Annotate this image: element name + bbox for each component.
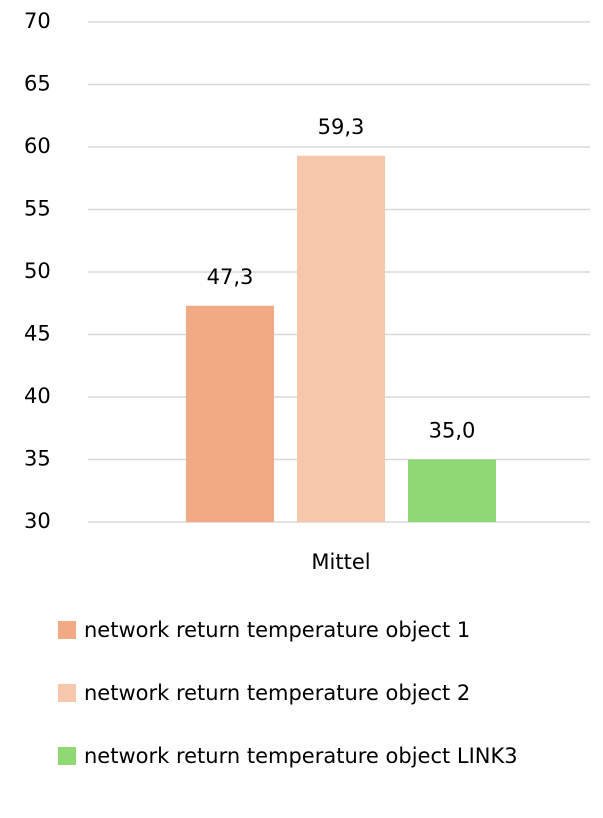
- y-tick-label: 30: [24, 509, 51, 533]
- bar: [186, 305, 274, 522]
- legend-swatch: [58, 684, 76, 702]
- y-tick-label: 45: [24, 322, 51, 346]
- legend-label: network return temperature object 1: [84, 618, 471, 642]
- y-tick-label: 35: [24, 447, 51, 471]
- bar: [408, 459, 496, 522]
- legend-label: network return temperature object LINK3: [84, 744, 518, 768]
- data-label: 47,3: [207, 265, 254, 289]
- y-tick-label: 60: [24, 134, 51, 158]
- y-tick-label: 40: [24, 384, 51, 408]
- legend-item: network return temperature object 2: [58, 675, 578, 711]
- y-tick-label: 55: [24, 197, 51, 221]
- legend-swatch: [58, 621, 76, 639]
- chart: 30 35 40 45 50 55 60 65 70 Mittel 47,3 59,3 35,0: [24, 9, 590, 574]
- legend-item: network return temperature object 1: [58, 612, 578, 648]
- bar: [297, 155, 385, 522]
- legend-swatch: [58, 747, 76, 765]
- legend-item: network return temperature object LINK3: [58, 738, 578, 774]
- data-label: 59,3: [318, 115, 365, 139]
- x-tick-label: Mittel: [311, 550, 370, 574]
- legend-label: network return temperature object 2: [84, 681, 471, 705]
- y-tick-label: 50: [24, 259, 51, 283]
- y-tick-label: 70: [24, 9, 51, 33]
- data-label: 35,0: [429, 419, 476, 443]
- y-tick-label: 65: [24, 72, 51, 96]
